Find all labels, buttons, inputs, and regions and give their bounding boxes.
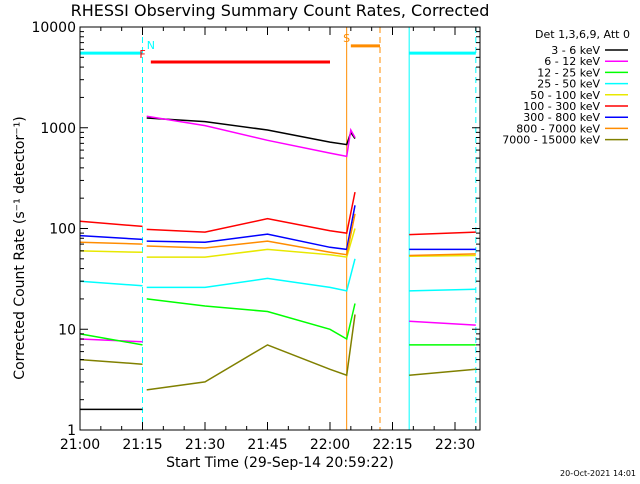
series-50-100-kev-segment-2	[146, 228, 356, 258]
series-6-12-kev-segment-2	[146, 115, 356, 158]
x-axis-label: Start Time (29-Sep-14 20:59:22)	[166, 455, 394, 471]
y-tick-label: 1	[67, 423, 76, 439]
series-7000-15000-kev-segment-2	[146, 314, 356, 391]
y-tick-label: 10	[58, 322, 76, 338]
series-300-800-kev-segment-2	[146, 205, 356, 251]
state-label-f: F	[139, 48, 145, 61]
chart-title: RHESSI Observing Summary Count Rates, Co…	[71, 1, 490, 20]
series-25-50-kev-segment-2	[146, 258, 356, 292]
series-300-800-kev-segment-1	[79, 234, 143, 241]
legend-header: Det 1,3,6,9, Att 0	[535, 28, 630, 41]
series-100-300-kev-segment-2	[146, 191, 356, 234]
series-100-300-kev-segment-1	[79, 220, 143, 228]
legend-label-6-12-kev: 6 - 12 keV	[544, 55, 600, 68]
legend-label-300-800-kev: 300 - 800 keV	[523, 111, 600, 124]
state-label-n: N	[147, 39, 155, 52]
series-7000-15000-kev-segment-1	[79, 358, 143, 365]
series-800-7000-kev-segment-3	[409, 253, 476, 257]
x-tick-label: 22:00	[310, 437, 350, 453]
series-50-100-kev-segment-1	[79, 250, 143, 254]
x-tick-label: 21:00	[60, 437, 100, 453]
series-50-100-kev-segment-3	[409, 254, 476, 258]
y-axis-label: Corrected Count Rate (s⁻¹ detector⁻¹)	[12, 116, 28, 379]
y-tick-label: 1000	[40, 121, 76, 137]
y-tick-label: 100	[49, 222, 76, 238]
x-tick-label: 22:15	[372, 437, 412, 453]
x-tick-label: 21:30	[185, 437, 225, 453]
legend-label-50-100-kev: 50 - 100 keV	[530, 89, 600, 102]
legend-label-25-50-kev: 25 - 50 keV	[537, 78, 600, 91]
legend-label-800-7000-kev: 800 - 7000 keV	[516, 122, 600, 135]
state-label-s: S	[343, 32, 350, 45]
x-tick-label: 21:15	[122, 437, 162, 453]
series-12-25-kev-segment-1	[79, 333, 143, 346]
x-tick-label: 21:45	[247, 437, 287, 453]
legend-label-12-25-kev: 12 - 25 keV	[537, 66, 600, 79]
series-25-50-kev-segment-3	[409, 288, 476, 292]
series-6-12-kev-segment-1	[79, 338, 143, 343]
series-6-12-kev-segment-3	[409, 320, 476, 326]
x-tick-label: 22:30	[435, 437, 475, 453]
plot-area: NF S	[79, 27, 477, 430]
axes: 21:00 21:15 21:30 21:45 22:00 22:15 22:30 1 10 10…	[31, 20, 481, 453]
plot-frame	[79, 26, 481, 431]
series-12-25-kev-segment-2	[146, 298, 356, 341]
footer-timestamp: 20-Oct-2021 14:01	[560, 469, 636, 478]
series-800-7000-kev-segment-2	[146, 213, 356, 256]
legend-label-3-6-kev: 3 - 6 keV	[551, 44, 600, 57]
y-tick-label: 10000	[31, 20, 76, 36]
series-100-300-kev-segment-3	[409, 231, 476, 236]
legend-label-100-300-kev: 100 - 300 keV	[523, 100, 600, 113]
legend-label-7000-15000-kev: 7000 - 15000 keV	[502, 134, 600, 147]
series-800-7000-kev-segment-1	[79, 241, 143, 245]
series-25-50-kev-segment-1	[79, 280, 143, 287]
series-7000-15000-kev-segment-3	[409, 368, 476, 376]
